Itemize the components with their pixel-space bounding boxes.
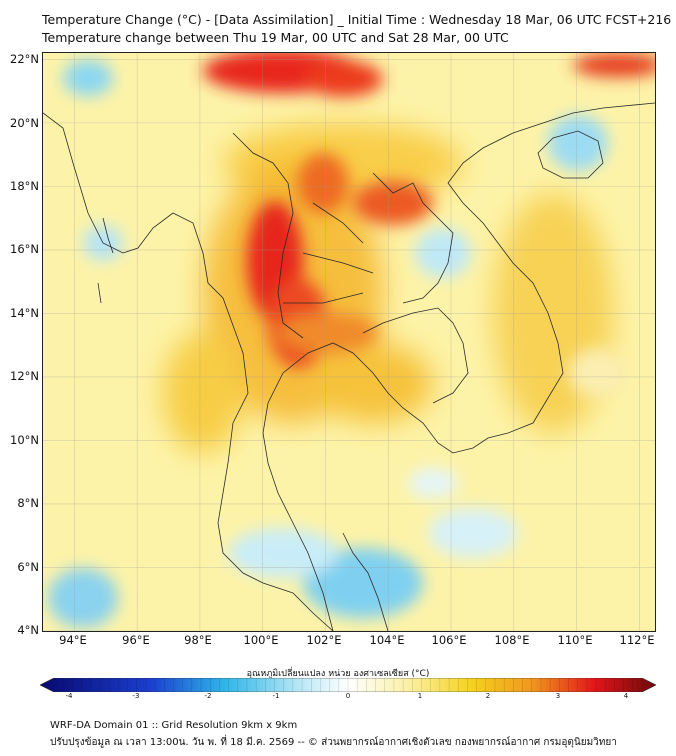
lon-label-100: 100°E (243, 633, 279, 647)
colorbar-tick: 3 (555, 692, 561, 700)
colorbar-segments (63, 678, 633, 692)
footer-credits: ปรับปรุงข้อมูล ณ เวลา 13:00น. วัน พ. ที่… (50, 737, 617, 748)
map-subtitle: Temperature change between Thu 19 Mar, 0… (42, 30, 509, 45)
colorbar-tick: 0 (345, 692, 351, 700)
cool-anomaly-field (48, 60, 628, 628)
hainan-island (537, 130, 604, 179)
thai-gulf-coast (262, 102, 655, 631)
lon-label-96: 96°E (122, 633, 150, 647)
lon-label-94: 94°E (59, 633, 87, 647)
lon-label-112: 112°E (619, 633, 655, 647)
lat-label-14: 14°N (10, 306, 39, 320)
colorbar (40, 678, 656, 692)
coastlines-and-borders (43, 102, 655, 631)
lon-label-104: 104°E (369, 633, 405, 647)
map-canvas (43, 53, 655, 631)
lat-label-8: 8°N (17, 496, 39, 510)
lon-label-106: 106°E (431, 633, 467, 647)
colorbar-tick: -4 (65, 692, 73, 700)
colorbar-tick: 4 (623, 692, 629, 700)
lat-label-16: 16°N (10, 242, 39, 256)
colorbar-tick: -3 (132, 692, 140, 700)
lat-label-20: 20°N (10, 116, 39, 130)
lat-label-10: 10°N (10, 433, 39, 447)
lon-label-110: 110°E (557, 633, 593, 647)
temperature-change-map (42, 52, 656, 632)
lon-label-108: 108°E (494, 633, 530, 647)
colorbar-tick: -2 (204, 692, 212, 700)
laos-border (372, 172, 454, 304)
lat-label-18: 18°N (10, 179, 39, 193)
lat-label-12: 12°N (10, 369, 39, 383)
lon-label-102: 102°E (306, 633, 342, 647)
map-title: Temperature Change (°C) - [Data Assimila… (42, 12, 672, 27)
thailand-internal-borders (232, 132, 374, 339)
lat-label-6: 6°N (17, 560, 39, 574)
hot-anomaly-field (203, 53, 655, 368)
map-gridlines (43, 53, 655, 631)
lon-label-98: 98°E (184, 633, 212, 647)
lat-label-4: 4°N (17, 623, 39, 637)
footer-model-info: WRF-DA Domain 01 :: Grid Resolution 9km … (50, 720, 298, 731)
cambodia-vietnam-border (362, 307, 469, 404)
colorbar-tick: 2 (485, 692, 491, 700)
malay-coast (342, 532, 389, 631)
colorbar-tick: 1 (417, 692, 423, 700)
colorbar-title: อุณหภูมิเปลี่ยนแปลง หน่วย องศาเซลเซียส (… (246, 669, 430, 679)
lat-label-22: 22°N (10, 52, 39, 66)
colorbar-gradient (40, 678, 656, 692)
andaman-islands (97, 217, 114, 304)
colorbar-tick: -1 (272, 692, 280, 700)
mainland-coastline (43, 112, 334, 631)
